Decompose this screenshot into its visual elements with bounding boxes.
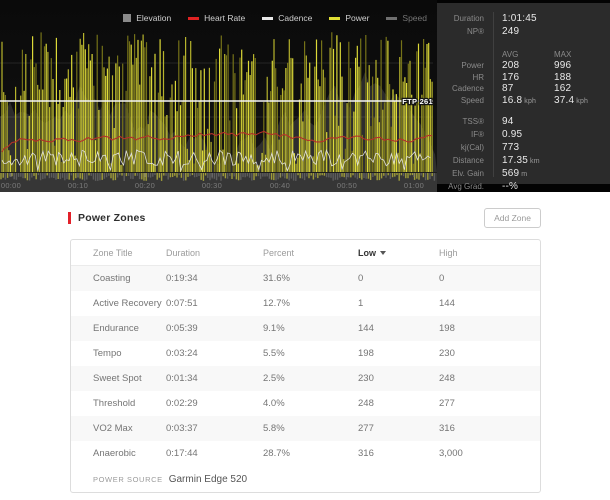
cadence-line <box>1 149 431 172</box>
zone-row-sweet-spot[interactable]: Sweet Spot 0:01:34 2.5% 230 248 <box>71 366 540 391</box>
power-zones-table: Zone Title Duration Percent Low High Coa… <box>70 239 541 493</box>
legend-label: Power <box>345 13 370 23</box>
stats-divider <box>493 12 494 177</box>
stat-if: IF® 0.95 <box>470 129 523 141</box>
stat-tss: TSS® 94 <box>462 116 514 128</box>
legend-item-cadence[interactable]: Cadence <box>262 13 312 23</box>
legend-item-speed[interactable]: Speed <box>386 13 427 23</box>
heart-rate-swatch-icon <box>188 16 200 20</box>
activity-chart-area: FTP 261 00:00 00:10 00:20 00:30 00:40 00… <box>0 0 437 192</box>
stat-row-power: Power 208 996 <box>461 60 572 72</box>
legend-label: Speed <box>402 13 427 23</box>
col-high[interactable]: High <box>439 247 458 258</box>
chevron-down-icon <box>380 250 386 255</box>
stat-distance: Distance 17.35 km <box>452 155 540 166</box>
ride-stats-panel: Duration 1:01:45 NP® 249 AVG MAX Power 2… <box>437 3 610 191</box>
speed-swatch-icon <box>386 16 398 20</box>
legend-item-heart-rate[interactable]: Heart Rate <box>188 13 245 23</box>
section-accent-bar <box>68 212 71 224</box>
power-source-row: POWER SOURCE Garmin Edge 520 <box>71 466 540 492</box>
chart-time-axis[interactable]: 00:00 00:10 00:20 00:30 00:40 00:50 01:0… <box>0 172 437 192</box>
activity-chart-plot[interactable]: FTP 261 <box>0 0 437 172</box>
legend-label: Heart Rate <box>204 13 246 23</box>
stat-elv-gain: Elv. Gain 569 m <box>452 167 528 179</box>
col-low-sorted[interactable]: Low <box>358 248 439 258</box>
zone-row-tempo[interactable]: Tempo 0:03:24 5.5% 198 230 <box>93 348 455 359</box>
time-tick: 00:20 <box>134 181 156 190</box>
power-zones-header: Power Zones Add Zone <box>68 207 541 229</box>
col-percent[interactable]: Percent <box>263 247 295 258</box>
table-body: Coasting 0:19:34 31.6% 0 0 Active Recove… <box>71 266 540 466</box>
elevation-swatch-icon <box>123 14 132 22</box>
heart-rate-line <box>1 130 433 153</box>
cadence-swatch-icon <box>262 16 274 20</box>
section-title: Power Zones <box>78 212 146 224</box>
power-zones-section: Power Zones Add Zone Zone Title Duration… <box>0 192 541 493</box>
chart-legend: Elevation Heart Rate Cadence Power Speed <box>0 13 437 23</box>
stat-avg-grad: Avg Grad. --% <box>448 180 519 192</box>
stat-duration: Duration 1:01:45 <box>453 12 537 24</box>
power-source-value: Garmin Edge 520 <box>168 473 248 485</box>
time-tick: 00:50 <box>336 181 358 190</box>
time-tick: 01:00 <box>403 181 425 190</box>
time-tick: 00:30 <box>201 181 223 190</box>
stat-row-hr: HR 176 188 <box>472 71 572 83</box>
col-zone-title[interactable]: Zone Title <box>93 247 133 258</box>
ftp-line-label: FTP 261 <box>402 97 433 106</box>
zone-row-endurance[interactable]: Endurance 0:05:39 9.1% 144 198 <box>71 316 540 341</box>
stat-kj: kj(Cal) 773 <box>460 142 520 154</box>
stat-row-cadence: Cadence 87 162 <box>451 83 572 95</box>
stat-row-speed: Speed 16.8 kph 37.4 kph <box>460 95 589 107</box>
stat-np: NP® 249 <box>466 25 520 37</box>
stats-avg-max-header: AVG MAX <box>502 49 572 59</box>
activity-summary-panel: FTP 261 00:00 00:10 00:20 00:30 00:40 00… <box>0 0 610 192</box>
zone-row-threshold[interactable]: Threshold 0:02:29 4.0% 248 277 <box>93 398 455 409</box>
zone-row-vo2-max[interactable]: VO2 Max 0:03:37 5.8% 277 316 <box>71 416 540 441</box>
legend-label: Cadence <box>278 13 313 23</box>
zone-row-anaerobic[interactable]: Anaerobic 0:17:44 28.7% 316 3,000 <box>93 448 463 459</box>
time-tick: 00:00 <box>0 181 22 190</box>
add-zone-button[interactable]: Add Zone <box>484 208 541 228</box>
time-tick: 00:40 <box>269 181 291 190</box>
time-tick: 00:10 <box>67 181 89 190</box>
chart-minimap <box>0 173 436 181</box>
col-duration[interactable]: Duration <box>166 247 201 258</box>
activity-chart-svg[interactable]: FTP 261 <box>0 0 437 172</box>
power-swatch-icon <box>329 16 341 20</box>
power-source-label: POWER SOURCE <box>93 474 163 484</box>
zone-row-coasting[interactable]: Coasting 0:19:34 31.6% 0 0 <box>71 266 540 291</box>
legend-item-elevation[interactable]: Elevation <box>123 13 171 23</box>
zone-row-active-recovery[interactable]: Active Recovery 0:07:51 12.7% 1 144 <box>93 298 455 309</box>
table-header-row: Zone Title Duration Percent Low High <box>71 240 540 266</box>
legend-item-power[interactable]: Power <box>329 13 369 23</box>
legend-label: Elevation <box>136 13 172 23</box>
